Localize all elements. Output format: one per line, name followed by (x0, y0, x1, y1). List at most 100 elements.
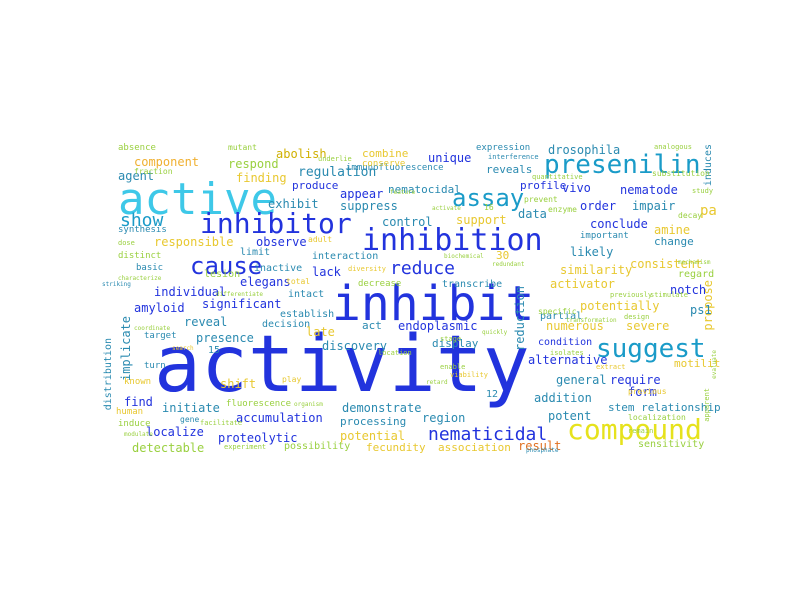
word-stage: stage (440, 335, 462, 343)
word-transformation: transformation (566, 317, 617, 324)
word-characterize: characterize (118, 275, 162, 282)
word-drosophila: drosophila (548, 143, 621, 157)
word-proteolytic: proteolytic (218, 431, 298, 445)
word-12: 12 (486, 389, 499, 400)
word-addition: addition (534, 391, 592, 405)
word-important: important (580, 231, 629, 241)
word-reduction: reduction (513, 286, 527, 352)
word-30: 30 (496, 249, 510, 262)
word-elegans: elegans (240, 275, 291, 289)
word-finding: finding (236, 171, 287, 185)
word-display: display (432, 337, 479, 350)
word-data: data (518, 207, 547, 221)
word-discovery: discovery (322, 339, 388, 353)
word-impair: impair (632, 199, 676, 213)
word-potentially: potentially (580, 299, 660, 313)
word-show: show (120, 210, 164, 231)
word-cause: cause (190, 252, 263, 280)
word-initiate: initiate (162, 401, 220, 415)
word-interaction: interaction (312, 251, 379, 262)
word-15: 15 (208, 345, 221, 356)
word-presenilin: presenilin (544, 150, 701, 180)
word-likely: likely (570, 245, 614, 259)
word-amyloid: amyloid (134, 301, 185, 315)
word-control: control (382, 215, 433, 229)
word-experiment: experiment (224, 443, 267, 451)
word-suppress: suppress (340, 199, 398, 213)
word-potential: potential (340, 429, 406, 443)
word-reveal: reveal (184, 315, 228, 329)
word-appear: appear (340, 187, 384, 201)
word-target: target (144, 331, 177, 341)
word-previous: previous (628, 387, 667, 396)
word-result: result (518, 439, 562, 453)
word-apparent: apparent (703, 388, 711, 422)
word-order: order (580, 199, 617, 213)
word-study: study (692, 187, 714, 195)
word-prevent: prevent (524, 195, 558, 204)
word-reduce: reduce (390, 258, 456, 279)
word-synthesis: synthesis (118, 225, 167, 235)
word-demonstrate: demonstrate (342, 401, 422, 415)
word-produce: produce (292, 179, 339, 192)
word-total: total (286, 277, 311, 286)
word-transcribe: transcribe (442, 279, 503, 290)
word-activity: activity (154, 320, 530, 410)
word-viability: viability (450, 371, 488, 379)
word-numerous: numerous (546, 319, 604, 333)
word-unique: unique (428, 151, 472, 165)
word-decrease: decrease (358, 279, 402, 289)
word-fecundity: fecundity (366, 441, 426, 454)
word-nematode: nematode (620, 183, 678, 197)
word-pa: pa (700, 203, 717, 219)
word-agent: agent (118, 169, 155, 183)
word-notch: notch (670, 283, 707, 297)
word-fraction: fraction (134, 167, 173, 176)
word-act: act (362, 319, 382, 332)
word-modulate: modulate (124, 431, 153, 438)
word-enzyme: enzyme (548, 205, 577, 214)
word-absence: absence (118, 143, 156, 153)
word-support: support (456, 213, 507, 227)
word-remain: remain (628, 427, 654, 435)
word-require: require (610, 373, 661, 387)
word-suggest: suggest (596, 334, 706, 364)
word-combine: combine (362, 147, 409, 160)
word-specific: specific (538, 307, 577, 316)
word-cloud: activity inhibit active inhibition inhib… (100, 140, 720, 458)
word-mechanism: mechanism (678, 259, 711, 266)
word-late: late (306, 325, 335, 339)
word-organism: organism (294, 401, 323, 408)
word-implicate: implicate (119, 316, 133, 382)
word-expression: expression (476, 143, 531, 153)
word-dose: dose (118, 239, 135, 247)
word-activator: activator (550, 277, 616, 291)
word-diversity: diversity (348, 265, 386, 273)
word-significant: significant (202, 297, 282, 311)
word-establish: establish (280, 309, 335, 320)
word-alternative: alternative (528, 353, 608, 367)
word-lack: lack (312, 265, 341, 279)
word-striking: striking (102, 281, 131, 288)
word-respond: respond (228, 157, 279, 171)
word-potent: potent (548, 409, 592, 423)
word-abolish: abolish (276, 147, 327, 161)
word-responsible: responsible (154, 235, 234, 249)
word-analogous: analogous (654, 143, 692, 151)
word-regard: regard (678, 269, 715, 280)
word-observe: observe (256, 235, 307, 249)
word-endoplasmic: endoplasmic (398, 319, 478, 333)
word-reveals: reveals (486, 163, 533, 176)
word-mutant: mutant (228, 143, 257, 152)
word-distinct: distinct (118, 251, 162, 261)
word-association: association (438, 441, 511, 454)
word-possibility: possibility (284, 441, 351, 452)
word-assay: assay (452, 184, 525, 212)
word-biochemical: biochemical (444, 253, 484, 260)
word-partial: partial (540, 311, 583, 322)
word-inhibition: inhibition (362, 223, 543, 258)
word-interference: interference (488, 153, 539, 161)
word-consistent: consistent (630, 257, 703, 271)
word-condition: condition (538, 337, 593, 348)
word-stem-relationship: stem relationship (608, 401, 720, 414)
